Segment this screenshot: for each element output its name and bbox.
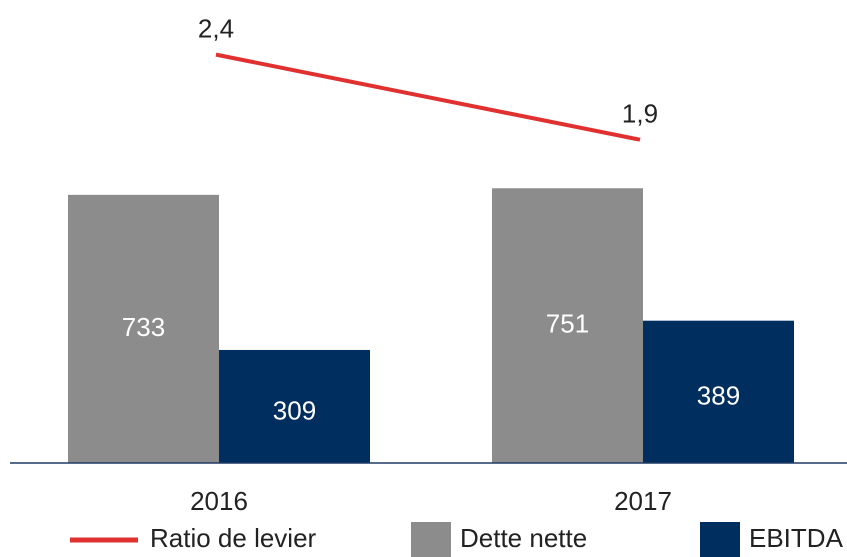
bar <box>219 349 370 463</box>
line-value-label: 1,9 <box>622 99 658 129</box>
legend-label: Dette nette <box>460 523 587 553</box>
bar-value-label: 751 <box>546 309 589 339</box>
bar-value-label: 733 <box>122 312 165 342</box>
legend-swatch <box>700 522 740 557</box>
bar <box>68 194 219 463</box>
bar <box>643 320 794 463</box>
x-tick-label: 2016 <box>190 486 248 516</box>
line <box>215 52 641 142</box>
bar-value-label: 389 <box>697 381 740 411</box>
legend-label: EBITDA <box>749 523 844 553</box>
bar <box>492 188 643 464</box>
legend-swatch <box>411 522 451 557</box>
legend-label: Ratio de levier <box>150 523 317 553</box>
bar-value-label: 309 <box>273 395 316 425</box>
x-tick-label: 2017 <box>614 486 672 516</box>
line-value-label: 2,4 <box>198 14 234 44</box>
